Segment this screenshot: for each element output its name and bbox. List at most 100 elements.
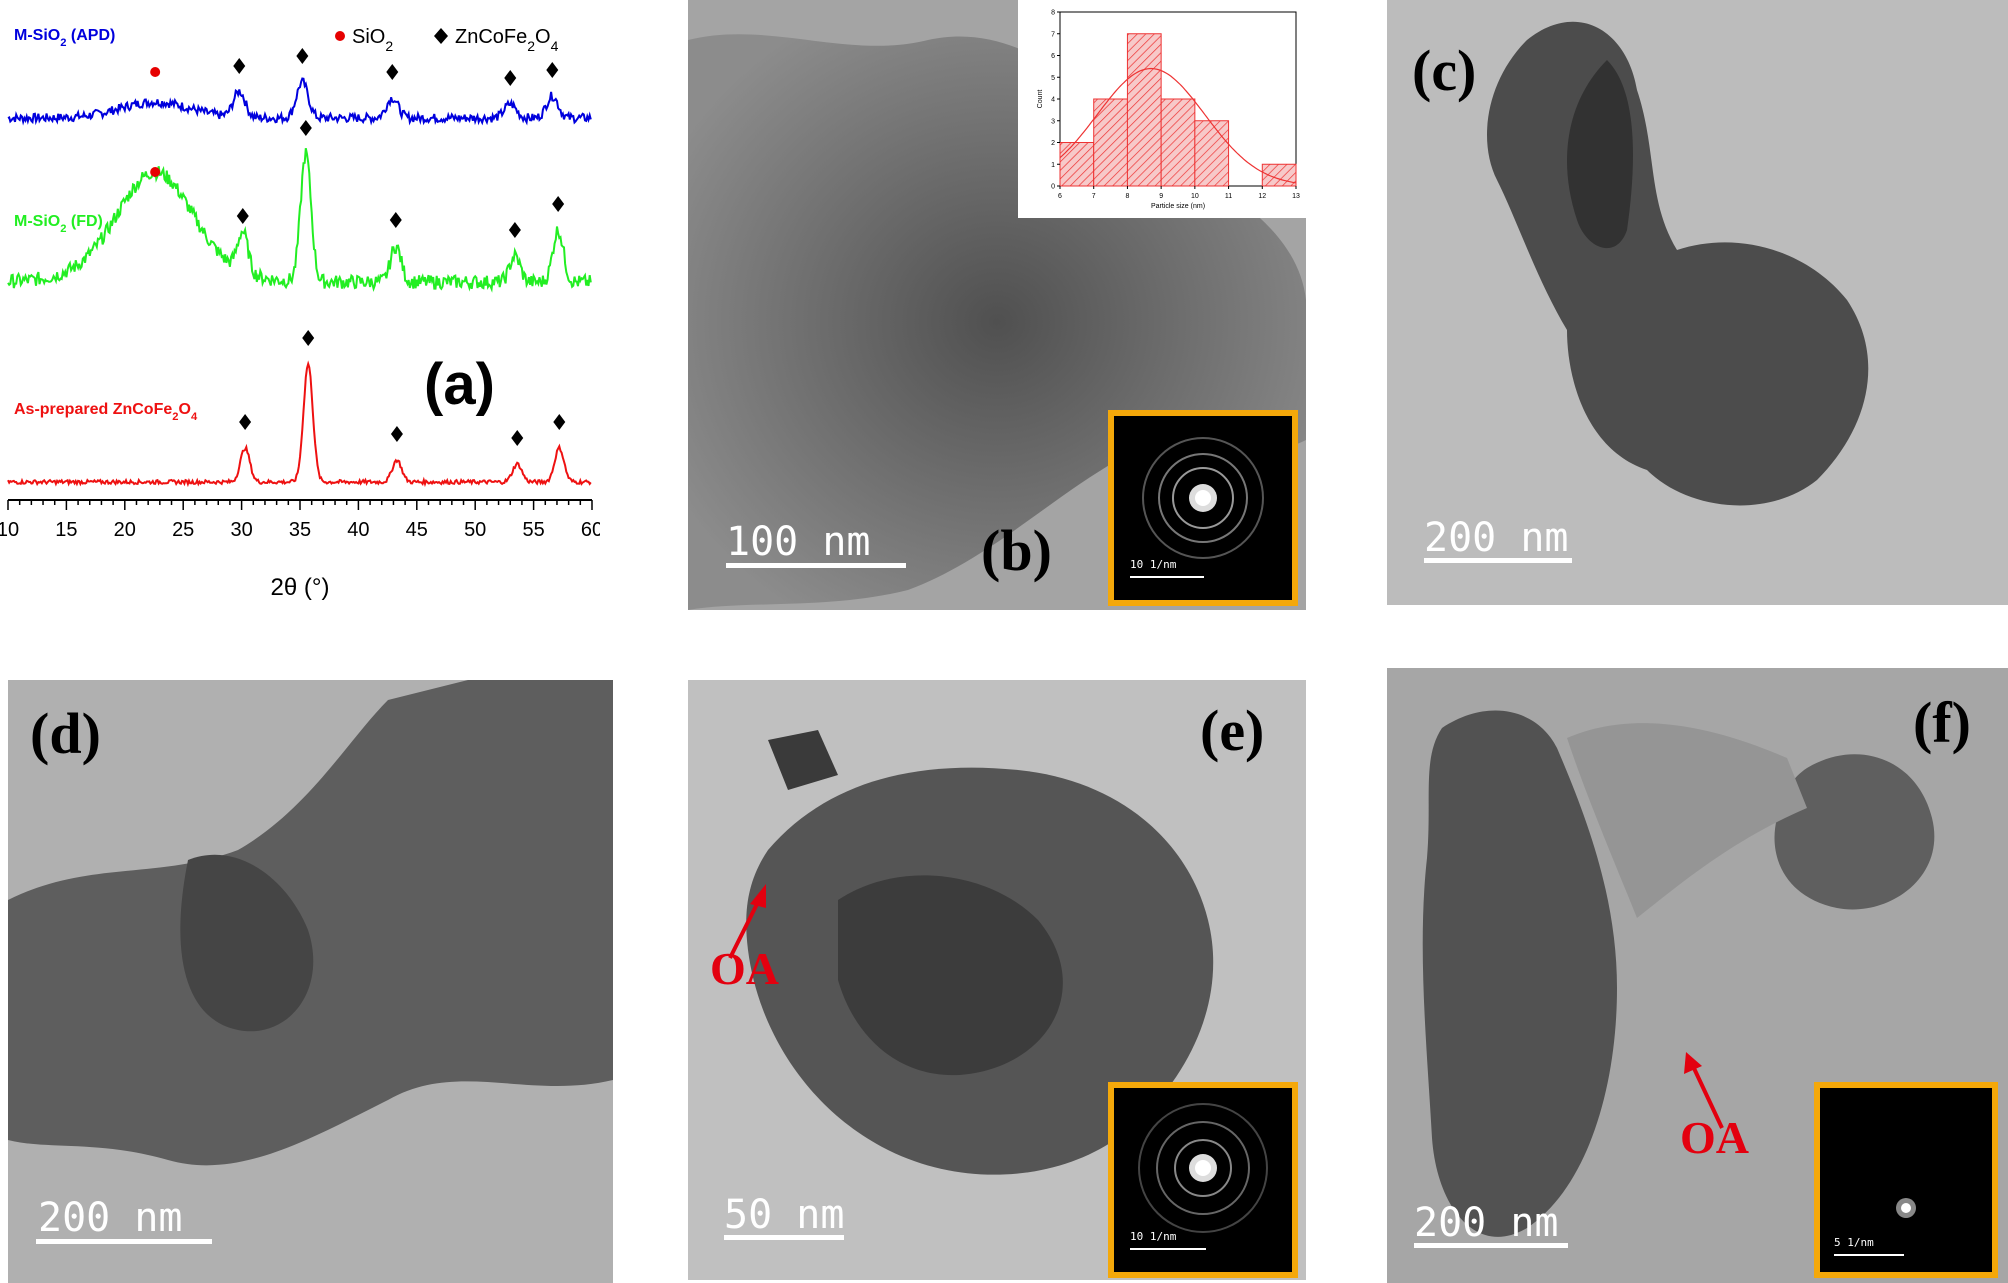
xrd-peak-marker (508, 222, 521, 238)
hist-x-tick-label: 13 (1292, 193, 1300, 200)
xrd-peak-marker (150, 67, 161, 77)
saed-inset-b: 10 1/nm (1108, 410, 1298, 606)
hist-y-tick-label: 0 (1051, 184, 1055, 191)
oa-label-e: OA (710, 943, 779, 994)
scale-label-d: 200 nm (38, 1195, 183, 1241)
hist-x-tick-label: 12 (1258, 193, 1266, 200)
xrd-tick-label: 35 (289, 519, 311, 541)
panel-b-tem: 6 7 8 9 10 11 12 13 0 1 2 3 4 5 6 7 8 Particle size (nm) C… (688, 0, 1306, 610)
saed-inset-e: 10 1/nm (1108, 1082, 1298, 1278)
hist-bar (1093, 98, 1128, 187)
hist-x-tick-label: 11 (1225, 193, 1232, 200)
xrd-peak-marker (546, 62, 559, 78)
panel-label-d: (d) (30, 701, 101, 766)
scale-label-e: 50 nm (724, 1192, 845, 1238)
scale-bar-c (1424, 558, 1572, 563)
xrd-series-label: M-SiO2 (FD) (14, 213, 103, 235)
xrd-series-label: As-prepared ZnCoFe2O4 (14, 401, 198, 423)
oa-label-f: OA (1680, 1112, 1749, 1163)
xrd-tick-label: 20 (114, 519, 136, 541)
panel-f-tem: (f) OA 200 nm 5 1/nm (1387, 668, 2008, 1283)
hist-bar (1194, 120, 1230, 187)
particle-size-histogram-inset: 6 7 8 9 10 11 12 13 0 1 2 3 4 5 6 7 8 Particle size (nm) C… (1018, 0, 1306, 218)
legend-label-spinel: ZnCoFe2O4 (455, 26, 559, 54)
xrd-peak-marker (389, 212, 402, 228)
xrd-peak-marker (150, 167, 161, 177)
xrd-peak-marker (386, 64, 399, 80)
saed-inset-f: 5 1/nm (1814, 1082, 1998, 1278)
tem-image-c (1387, 0, 2008, 605)
hist-y-axis-label: Count (1037, 90, 1044, 109)
xrd-tick-label: 15 (55, 519, 77, 541)
hist-y-tick-label: 3 (1051, 118, 1055, 125)
saed-scale-label-f: 5 1/nm (1834, 1236, 1874, 1249)
scale-label-f: 200 nm (1414, 1200, 1559, 1246)
hist-x-tick-label: 8 (1125, 193, 1129, 200)
scale-bar-d (36, 1239, 212, 1244)
xrd-peak-marker (239, 414, 252, 430)
saed-scale-label-b: 10 1/nm (1130, 558, 1177, 571)
hist-bar (1160, 98, 1196, 187)
xrd-peak-marker (299, 120, 312, 136)
xrd-peak-marker (504, 70, 517, 86)
saed-scale-label-e: 10 1/nm (1130, 1230, 1177, 1243)
hist-x-tick-label: 9 (1159, 193, 1163, 200)
hist-x-axis-label: Particle size (nm) (1151, 203, 1205, 210)
xrd-tick-label: 45 (406, 519, 428, 541)
scale-label-b: 100 nm (726, 519, 871, 565)
scale-bar-f (1414, 1243, 1568, 1248)
legend-label-sio2: SiO2 (352, 26, 393, 54)
xrd-peak-marker (233, 58, 246, 74)
panel-a-xrd: 10 15 20 25 30 35 40 45 50 55 60 2θ (°) SiO2 ZnCoFe2O… (0, 0, 600, 620)
scale-label-c: 200 nm (1424, 515, 1569, 561)
legend-marker-spinel (434, 28, 448, 44)
hist-y-tick-label: 1 (1051, 162, 1055, 169)
hist-y-tick-label: 5 (1051, 75, 1055, 82)
xrd-tick-label: 10 (0, 519, 19, 541)
panel-label-b: (b) (981, 518, 1052, 583)
xrd-tick-label: 50 (464, 519, 486, 541)
hist-y-tick-label: 7 (1051, 31, 1055, 38)
hist-y-tick-label: 4 (1051, 97, 1055, 104)
xrd-peak-marker (390, 426, 403, 442)
panel-d-tem: (d) 200 nm (8, 680, 613, 1283)
xrd-chart: 10 15 20 25 30 35 40 45 50 55 60 2θ (°) SiO2 ZnCoFe2O… (0, 26, 600, 601)
xrd-tick-label: 60 (581, 519, 600, 541)
panel-label-a: (a) (424, 352, 495, 417)
xrd-peak-marker (552, 196, 565, 212)
panel-e-tem: OA 10 1/nm 50 nm (e) (688, 680, 1306, 1280)
xrd-series-label: M-SiO2 (APD) (14, 27, 115, 49)
oa-arrow-e (728, 884, 766, 959)
hist-x-tick-label: 7 (1092, 193, 1096, 200)
xrd-series-line (7, 148, 592, 293)
panel-label-e: (e) (1200, 698, 1265, 763)
oa-arrow-f (1684, 1052, 1724, 1129)
panel-label-f: (f) (1913, 690, 1971, 755)
legend-marker-sio2 (335, 31, 345, 41)
panel-c-tem: (c) 200 nm (1387, 0, 2008, 605)
xrd-tick-label: 25 (172, 519, 194, 541)
xrd-series-line (7, 360, 592, 488)
xrd-series-line (7, 77, 592, 126)
tem-image-e (688, 680, 1306, 1280)
xrd-tick-label: 40 (347, 519, 369, 541)
scale-bar-b (726, 563, 906, 568)
xrd-tick-label: 55 (522, 519, 544, 541)
scale-bar-e (724, 1235, 844, 1240)
hist-bar (1126, 33, 1162, 187)
hist-y-tick-label: 2 (1051, 140, 1055, 147)
hist-fit-curve (1059, 67, 1297, 184)
hist-x-tick-label: 10 (1191, 193, 1199, 200)
xrd-peak-marker (511, 430, 524, 446)
hist-bar (1261, 163, 1297, 187)
tem-image-d (8, 680, 613, 1283)
xrd-peak-marker (302, 330, 315, 346)
hist-y-tick-label: 6 (1051, 53, 1055, 60)
xrd-x-axis-label: 2θ (°) (271, 574, 330, 601)
xrd-peak-marker (236, 208, 249, 224)
xrd-tick-label: 30 (230, 519, 252, 541)
xrd-peak-marker (296, 48, 309, 64)
hist-bar (1059, 142, 1095, 187)
hist-x-tick-label: 6 (1058, 193, 1062, 200)
hist-y-tick-label: 8 (1051, 10, 1055, 17)
